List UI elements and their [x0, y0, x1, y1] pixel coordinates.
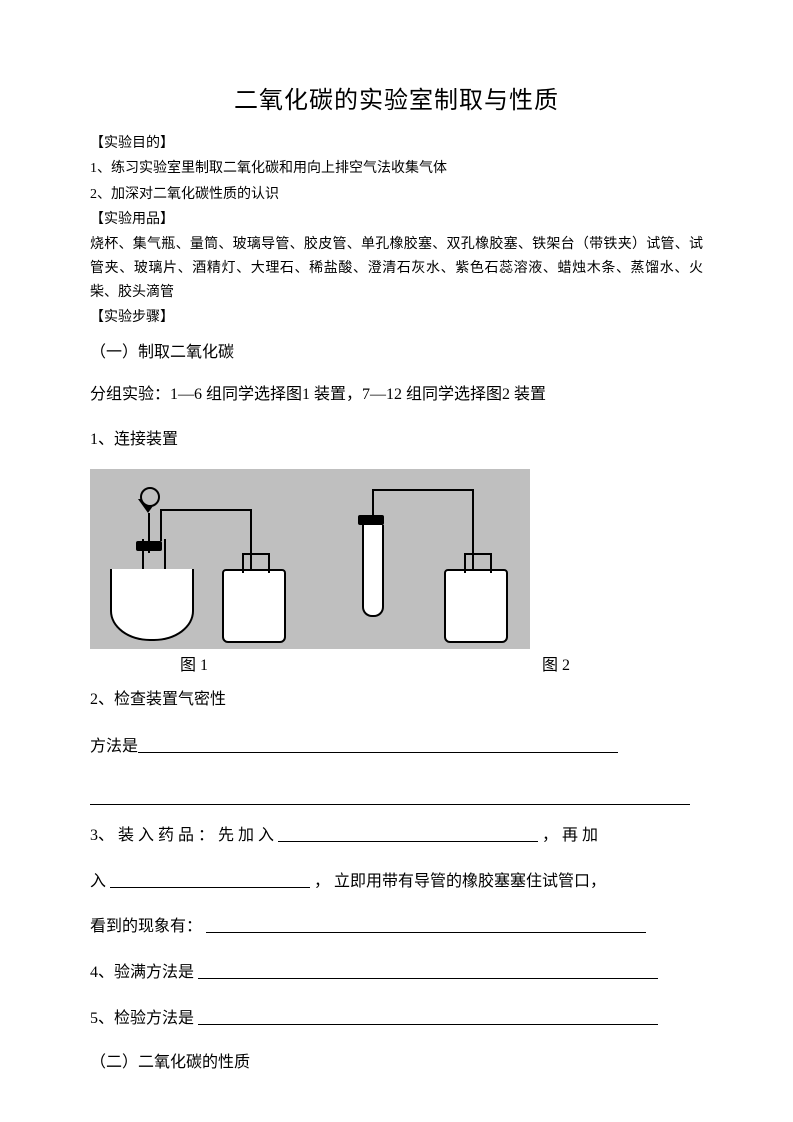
- stopper-icon: [136, 541, 162, 551]
- figure-label-2: 图 2: [542, 651, 570, 675]
- gas-bottle-icon: [222, 569, 286, 643]
- group-instruction: 分组实验：1—6 组同学选择图1 装置，7—12 组同学选择图2 装置: [90, 376, 703, 414]
- page-title: 二氧化碳的实验室制取与性质: [90, 80, 703, 115]
- purpose-item-2: 2、加深对二氧化碳性质的认识: [90, 183, 703, 207]
- step-1: 1、连接装置: [90, 421, 703, 459]
- part2-heading: （二）二氧化碳的性质: [90, 1045, 703, 1080]
- heading-materials: 【实验用品】: [90, 209, 703, 231]
- worksheet-page: 二氧化碳的实验室制取与性质 【实验目的】 1、练习实验室里制取二氧化碳和用向上排…: [0, 0, 793, 1122]
- step3-suffix: ， 再 加: [542, 827, 598, 844]
- purpose-item-1: 1、练习实验室里制取二氧化碳和用向上排空气法收集气体: [90, 157, 703, 181]
- gas-bottle-icon-2: [444, 569, 508, 643]
- figure-labels: 图 1 图 2: [90, 651, 650, 675]
- method-label: 方法是: [90, 738, 138, 755]
- blank-step3b: [110, 869, 310, 888]
- step-3-line2: 入 ， 立即用带有导管的橡胶塞塞住试管口，: [90, 861, 703, 903]
- apparatus-figure: 图 1 图 2: [90, 469, 703, 675]
- part1-heading: （一）制取二氧化碳: [90, 335, 703, 370]
- stopper-icon-2: [358, 515, 384, 525]
- pipe-h1: [160, 509, 250, 511]
- materials-list: 烧杯、集气瓶、量筒、玻璃导管、胶皮管、单孔橡胶塞、双孔橡胶塞、铁架台（带铁夹）试…: [90, 233, 703, 304]
- method-line: 方法是: [90, 726, 703, 768]
- blank-method: [138, 734, 618, 753]
- blank-step4: [198, 960, 658, 979]
- step3b-suffix: ， 立即用带有导管的橡胶塞塞住试管口，: [314, 873, 606, 890]
- blank-step3c: [206, 915, 646, 934]
- step4-prefix: 4、验满方法是: [90, 964, 194, 981]
- thistle-funnel-icon: [138, 499, 158, 513]
- pipe-h2: [372, 489, 472, 491]
- step3c-prefix: 看到的现象有：: [90, 918, 202, 935]
- step-3-line1: 3、 装 入 药 品 ： 先 加 入 ， 再 加: [90, 815, 703, 857]
- step-4: 4、验满方法是: [90, 952, 703, 994]
- pipe-v1: [160, 509, 162, 541]
- blank-step3a: [278, 824, 538, 843]
- step-5: 5、检验方法是: [90, 998, 703, 1040]
- heading-steps: 【实验步骤】: [90, 307, 703, 329]
- conical-flask-icon: [110, 569, 194, 641]
- step3-prefix: 3、 装 入 药 品 ： 先 加 入: [90, 827, 274, 844]
- blank-step5: [198, 1006, 658, 1025]
- step3b-prefix: 入: [90, 873, 106, 890]
- test-tube-icon: [362, 525, 384, 617]
- pipe-v3: [372, 489, 374, 515]
- step-3-line3: 看到的现象有：: [90, 906, 703, 948]
- blank-method-line2: [90, 785, 690, 805]
- figure-label-1: 图 1: [180, 651, 208, 675]
- heading-purpose: 【实验目的】: [90, 133, 703, 155]
- step5-prefix: 5、检验方法是: [90, 1010, 194, 1027]
- apparatus-diagram: [90, 469, 530, 649]
- step-2: 2、检查装置气密性: [90, 681, 703, 719]
